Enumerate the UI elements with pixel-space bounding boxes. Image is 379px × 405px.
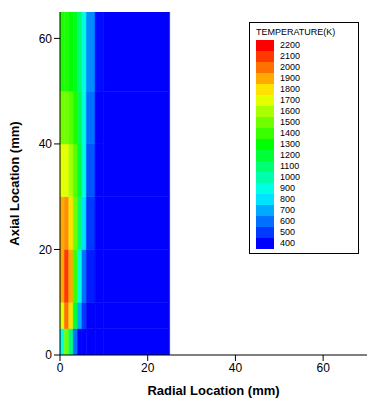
html-text:1900: 1900 <box>280 73 300 83</box>
html-text:2200: 2200 <box>280 40 300 50</box>
html-text:1500: 1500 <box>280 117 300 127</box>
svg-text:60: 60 <box>39 32 53 46</box>
html-text:1300: 1300 <box>280 139 300 149</box>
svg-text:60: 60 <box>316 361 330 375</box>
html-text:900: 900 <box>280 183 295 193</box>
svg-text:20: 20 <box>39 243 53 257</box>
svg-text:40: 40 <box>229 361 243 375</box>
html-text:2000: 2000 <box>280 62 300 72</box>
svg-text:Axial Location (mm): Axial Location (mm) <box>7 121 22 245</box>
svg-text:Radial Location (mm): Radial Location (mm) <box>147 383 279 398</box>
svg-text:0: 0 <box>45 348 52 362</box>
html-text:800: 800 <box>280 194 295 204</box>
html-text:600: 600 <box>280 216 295 226</box>
html-text:1700: 1700 <box>280 95 300 105</box>
html-text:2100: 2100 <box>280 51 300 61</box>
html-text:500: 500 <box>280 227 295 237</box>
svg-text:40: 40 <box>39 137 53 151</box>
html-text:700: 700 <box>280 205 295 215</box>
html-text:1000: 1000 <box>280 172 300 182</box>
html-text:1800: 1800 <box>280 84 300 94</box>
svg-text:0: 0 <box>57 361 64 375</box>
html-text:400: 400 <box>280 238 295 248</box>
html-text:TEMPERATURE(K): TEMPERATURE(K) <box>256 27 336 37</box>
html-text:1600: 1600 <box>280 106 300 116</box>
html-text:1100: 1100 <box>280 161 300 171</box>
html-text:1400: 1400 <box>280 128 300 138</box>
svg-text:20: 20 <box>141 361 155 375</box>
html-text:1200: 1200 <box>280 150 300 160</box>
